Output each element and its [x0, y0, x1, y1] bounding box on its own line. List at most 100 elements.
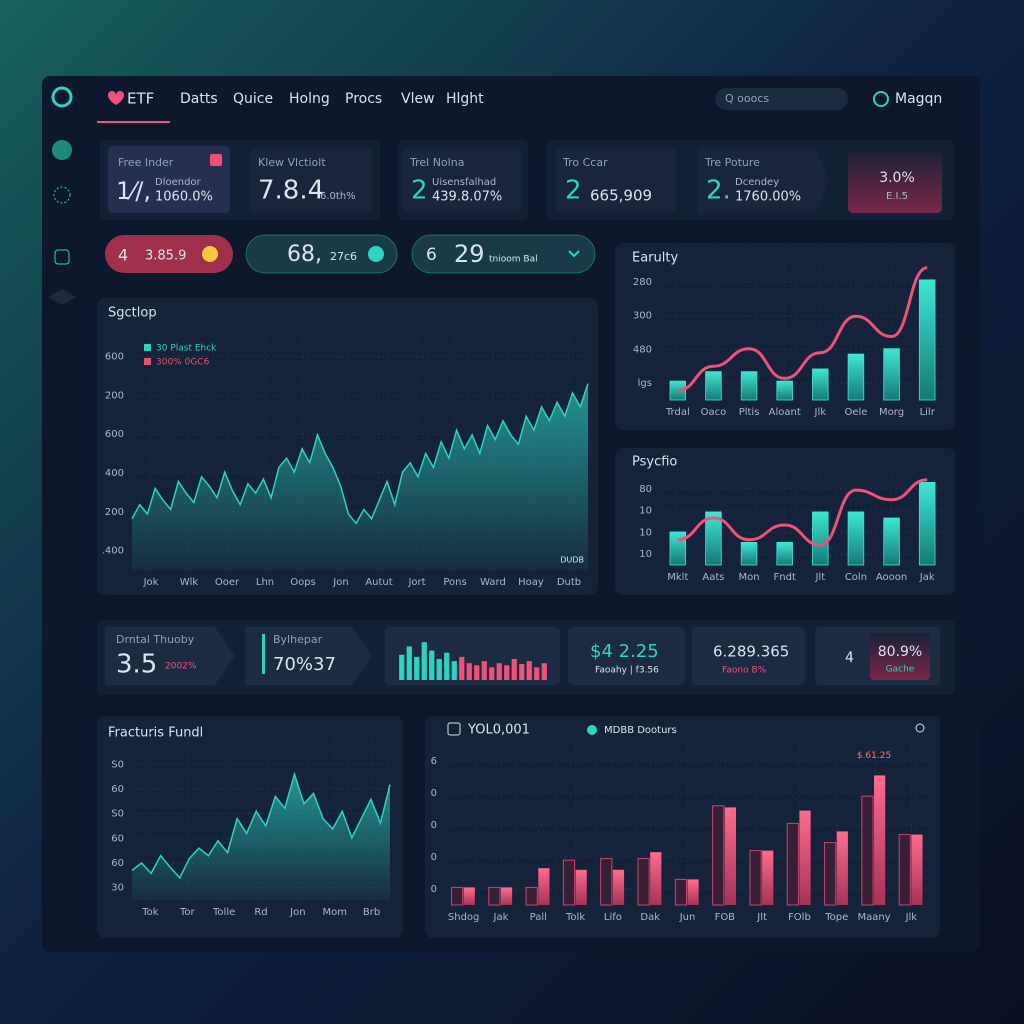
nav-icon[interactable]	[54, 249, 70, 265]
y-axis-label: 600	[105, 429, 124, 440]
stat-card[interactable]	[698, 148, 830, 213]
card-title: Tre Poture	[704, 156, 760, 169]
nav-item[interactable]: Quice	[233, 91, 273, 107]
x-axis-label: Coln	[845, 572, 867, 583]
stat-card[interactable]	[108, 146, 230, 213]
bar	[538, 868, 550, 905]
x-axis-label: Rd	[254, 907, 267, 918]
mini-bar	[496, 663, 502, 680]
mini-bar	[444, 652, 450, 680]
bar	[500, 887, 513, 905]
tile[interactable]	[245, 627, 372, 685]
card-big: 2	[411, 176, 428, 206]
x-axis-label: Jlt	[756, 912, 767, 923]
tile-title: Drntal Thuoby	[116, 633, 195, 646]
x-axis-label: Oops	[290, 577, 316, 588]
bar	[637, 858, 650, 906]
bar	[918, 481, 936, 566]
x-axis-label: Mon	[739, 572, 760, 583]
nav-icon[interactable]	[53, 186, 71, 204]
mini-bar	[406, 646, 412, 680]
y-axis-label: lgs	[638, 378, 652, 389]
chart-title: Earulty	[632, 251, 678, 266]
y-axis-label: 6	[431, 756, 437, 767]
logo[interactable]	[51, 86, 73, 108]
bar	[712, 805, 725, 906]
nav-item[interactable]: Vlew	[401, 91, 435, 107]
nav-item[interactable]: Holng	[289, 91, 330, 107]
bar	[847, 511, 865, 566]
pill[interactable]	[105, 235, 233, 273]
chart-title: YOL0,001	[467, 723, 530, 738]
tile-big: 6.289.365	[713, 643, 789, 661]
pill-lead: 4	[118, 246, 128, 265]
bar	[463, 887, 475, 905]
bar	[799, 810, 811, 905]
bar	[918, 279, 936, 401]
stat-card[interactable]	[403, 148, 522, 213]
nav-item[interactable]: Datts	[180, 91, 218, 107]
card-value: 1060.0%	[155, 190, 213, 205]
nav-icon	[48, 289, 76, 305]
bar	[861, 795, 874, 906]
pill[interactable]	[245, 234, 398, 274]
stat-card[interactable]	[556, 148, 676, 213]
mini-bar	[451, 661, 457, 680]
bar	[488, 886, 501, 906]
nav-underline	[97, 121, 170, 123]
x-axis-label: Jon	[289, 907, 305, 918]
tile[interactable]	[105, 627, 235, 685]
user-name[interactable]: Magqn	[895, 91, 942, 107]
y-axis-label: S0	[111, 809, 124, 820]
chevron[interactable]	[568, 250, 580, 258]
y-axis-label: 10	[639, 549, 652, 560]
x-axis-label: FOB	[715, 912, 736, 923]
bar	[776, 541, 793, 566]
y-axis-label: S0	[111, 759, 124, 770]
y-axis-label: 0	[431, 788, 437, 799]
bar	[786, 822, 799, 906]
x-axis-label: FOlb	[788, 912, 811, 923]
y-axis-label: 30	[111, 883, 124, 894]
x-axis-label: Tor	[179, 907, 196, 918]
y-axis-label: 0	[431, 884, 437, 895]
y-axis-label: 0	[431, 852, 437, 863]
nav-brand[interactable]: ETF	[127, 90, 154, 108]
x-axis-label: Jort	[407, 577, 425, 588]
pill[interactable]	[411, 234, 596, 274]
chart-panel	[425, 716, 940, 938]
stat-card[interactable]	[848, 150, 942, 213]
card-title: Tro Ccar	[562, 156, 608, 169]
tile-inner	[870, 633, 930, 680]
card-big: 1⁄/,	[116, 177, 151, 205]
bar	[762, 850, 774, 905]
line	[677, 478, 928, 547]
mini-bar	[474, 665, 480, 680]
user-icon[interactable]	[873, 91, 889, 107]
tile[interactable]	[568, 627, 685, 685]
y-axis-label: 60	[111, 858, 124, 869]
stat-card[interactable]	[250, 148, 372, 213]
tile[interactable]	[692, 627, 805, 685]
card-big: 7.8.4	[258, 176, 324, 206]
nav-icon[interactable]	[52, 140, 72, 160]
x-axis-label: Pons	[443, 577, 466, 588]
x-axis-label: Jlk	[905, 912, 918, 923]
tile-sub: 2002%	[165, 662, 197, 672]
pill-big: 29	[454, 240, 485, 268]
tile-accent	[262, 634, 265, 674]
search-box[interactable]	[715, 88, 848, 110]
x-axis-label: Wlk	[180, 577, 199, 588]
pill-lead: 6	[426, 245, 437, 265]
x-axis-label: Mklt	[667, 572, 688, 583]
x-axis-label: Jun	[679, 912, 696, 923]
card-big: 2.	[706, 176, 731, 206]
search-placeholder[interactable]: Q ooocs	[725, 92, 769, 105]
pill-text: 3.85.9	[145, 249, 186, 264]
line	[131, 771, 391, 880]
nav-item[interactable]: Procs	[345, 91, 382, 107]
nav-item[interactable]: Hlght	[446, 91, 484, 107]
y-axis-label: 200	[105, 390, 124, 401]
card-big: 2	[565, 176, 582, 206]
